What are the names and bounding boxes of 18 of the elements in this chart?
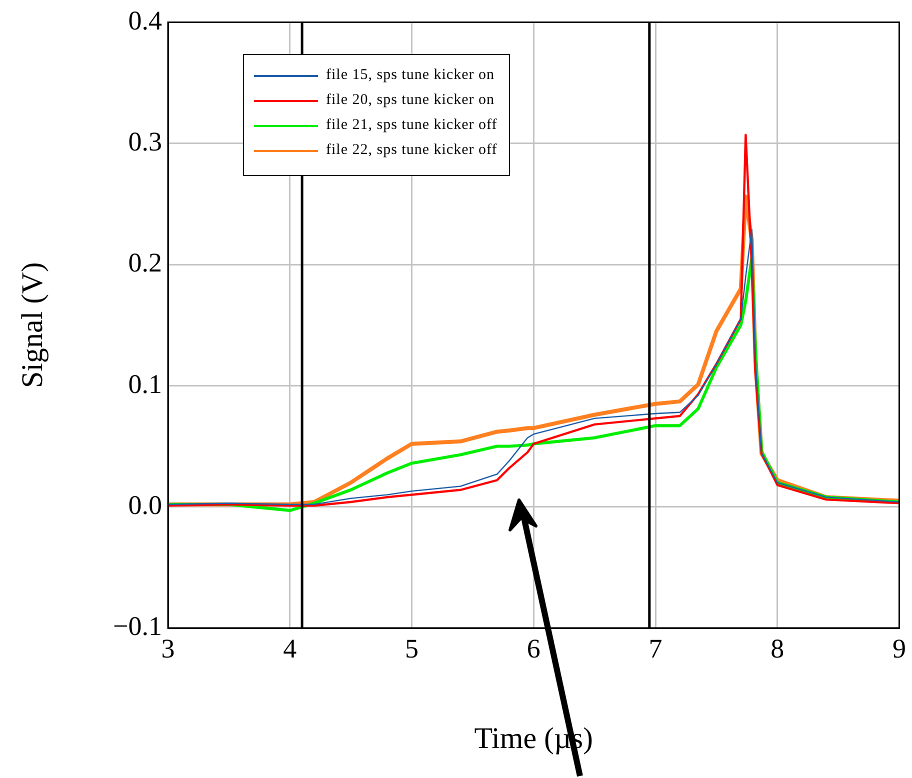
x-tick-label: 3 [161,633,175,664]
y-tick-label: 0.4 [128,5,162,36]
y-tick-label: 0.0 [128,490,162,520]
x-tick-label: 7 [648,633,662,664]
x-tick-label: 4 [283,633,298,664]
legend-label: file 15, sps tune kicker on [326,67,494,84]
x-tick-label: 8 [770,633,784,664]
x-tick-label: 9 [892,633,906,664]
y-tick-label: −0.1 [113,611,162,642]
y-tick-label: 0.2 [128,248,162,278]
legend-label: file 20, sps tune kicker on [326,92,494,110]
x-tick-label: 5 [405,633,418,664]
y-axis-title: Signal (V) [16,262,49,388]
x-tick-label: 6 [526,633,540,664]
legend-label: file 21, sps tune kicker off [326,117,498,134]
y-tick-label: 0.1 [128,368,162,399]
legend-label: file 22, sps tune kicker off [326,142,498,160]
y-tick-label: 0.3 [128,126,162,156]
